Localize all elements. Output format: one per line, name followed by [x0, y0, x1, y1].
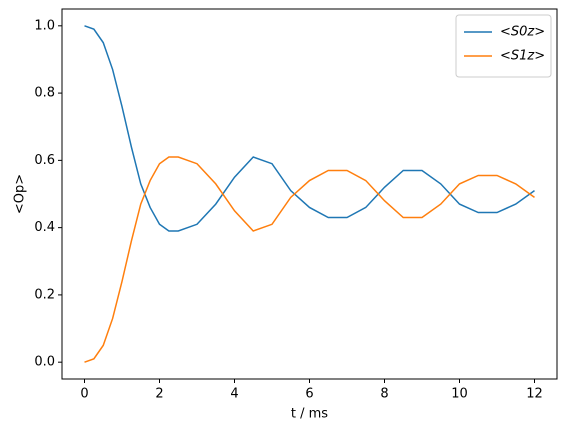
x-axis-label: t / ms — [291, 407, 328, 422]
x-tick-label: 6 — [305, 387, 313, 402]
y-tick-label: 1.0 — [34, 18, 55, 33]
y-tick-label: 0.4 — [34, 220, 55, 235]
x-tick-label: 4 — [230, 387, 238, 402]
x-tick-label: 2 — [155, 387, 163, 402]
y-tick-label: 0.6 — [34, 153, 55, 168]
y-axis-label: <Op> — [13, 174, 28, 214]
y-tick-label: 0.0 — [34, 355, 55, 370]
y-tick-label: 0.2 — [34, 287, 55, 302]
legend-box — [455, 14, 552, 78]
x-tick-label: 8 — [380, 387, 388, 402]
y-tick-label: 0.8 — [34, 86, 55, 101]
x-tick-label: 10 — [451, 387, 468, 402]
x-tick-label: 0 — [80, 387, 88, 402]
x-tick-label: 12 — [526, 387, 543, 402]
legend-label: <S0z> — [500, 25, 545, 40]
line-series — [84, 156, 535, 363]
legend-label: <S1z> — [500, 49, 545, 64]
line-series — [84, 25, 535, 232]
